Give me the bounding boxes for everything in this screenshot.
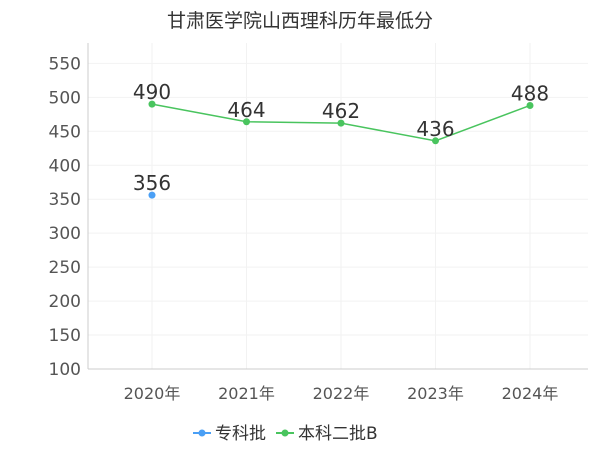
data-label: 464 (227, 98, 265, 122)
y-tick-label: 450 (49, 122, 81, 142)
data-point[interactable] (432, 137, 439, 145)
legend-item[interactable]: 本科二批B (276, 424, 378, 444)
data-label: 356 (133, 171, 171, 195)
series-layer: 356 490 464 462 436 488 (133, 80, 549, 199)
y-tick-label: 200 (49, 292, 81, 312)
y-tick-label: 300 (49, 224, 81, 244)
data-label: 436 (416, 117, 454, 141)
x-axis-ticks: 2020年 2021年 2022年 2023年 2024年 (124, 384, 559, 403)
y-tick-label: 500 (49, 88, 81, 108)
x-tick-label: 2021年 (218, 384, 275, 403)
data-point[interactable] (526, 101, 534, 109)
y-tick-label: 400 (49, 156, 81, 176)
data-point[interactable] (148, 100, 156, 108)
data-label: 462 (322, 99, 360, 123)
x-tick-label: 2024年 (502, 384, 559, 403)
data-label: 488 (511, 81, 549, 105)
data-point[interactable] (243, 118, 250, 126)
data-point[interactable] (337, 119, 345, 127)
series-1: 356 (133, 171, 171, 199)
legend-marker-dot (281, 429, 289, 437)
gridlines (88, 43, 588, 370)
legend-label: 本科二批B (298, 424, 378, 444)
legend[interactable]: 专科批 本科二批B (193, 424, 378, 444)
legend-item[interactable]: 专科批 (193, 424, 266, 444)
legend-marker-dot (198, 429, 206, 437)
y-axis-ticks: 100 150 200 250 300 350 400 450 500 550 (49, 54, 81, 380)
y-tick-label: 350 (49, 190, 81, 210)
chart-title: 甘肃医学院山西理科历年最低分 (167, 10, 433, 32)
x-tick-label: 2022年 (313, 384, 370, 403)
axes (87, 43, 588, 370)
series-2: 490 464 462 436 488 (133, 80, 549, 145)
data-point[interactable] (148, 191, 156, 199)
y-tick-label: 100 (49, 360, 81, 380)
y-tick-label: 250 (49, 258, 81, 278)
y-tick-label: 150 (49, 326, 81, 346)
y-tick-label: 550 (49, 54, 81, 74)
x-tick-label: 2023年 (407, 384, 464, 403)
x-tick-label: 2020年 (124, 384, 181, 403)
data-label: 490 (133, 80, 171, 104)
legend-label: 专科批 (215, 424, 266, 444)
